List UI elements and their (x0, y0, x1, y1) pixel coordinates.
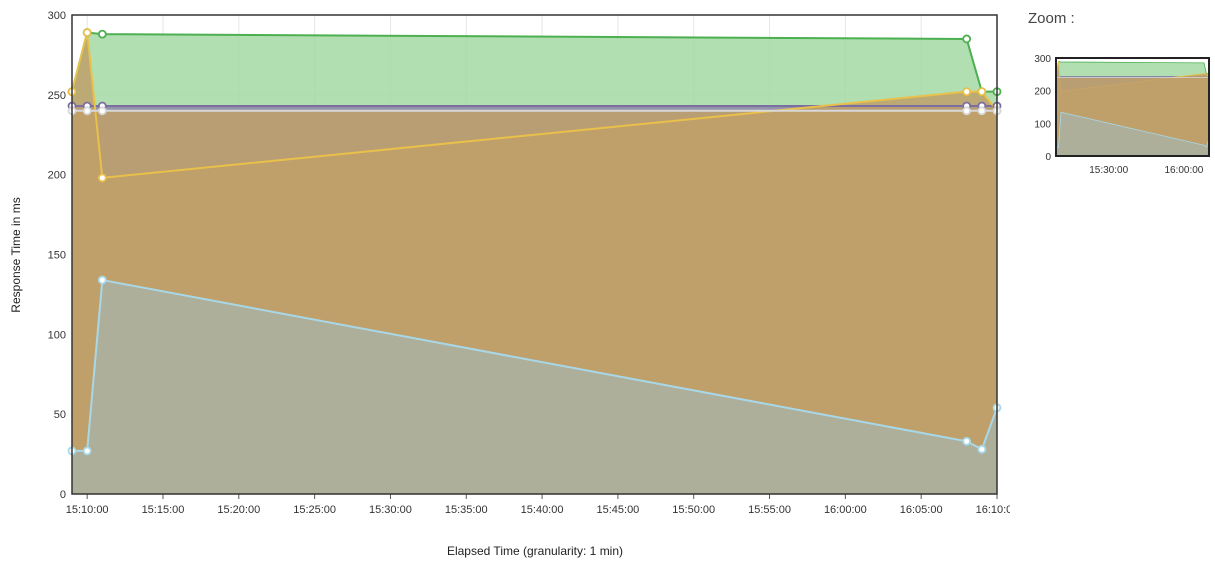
y-axis-title: Response Time in ms (9, 197, 23, 312)
axes: 0 50 100 150 200 250 300 15:10:00 15:15:00 15:20:… (48, 10, 1010, 516)
x-tick-label: 16:10:00 (976, 504, 1010, 516)
data-point[interactable] (962, 106, 972, 116)
x-tick-label: 16:00:00 (824, 504, 867, 516)
y-tick-label: 100 (48, 329, 66, 341)
y-tick-label: 0 (60, 489, 66, 501)
x-tick-label: 15:45:00 (596, 504, 639, 516)
x-tick-label: 15:50:00 (672, 504, 715, 516)
zoom-y-tick-label: 200 (1034, 87, 1051, 98)
y-tick-label: 200 (48, 170, 66, 182)
zoom-y-tick-label: 100 (1034, 119, 1051, 130)
x-tick-label: 15:25:00 (293, 504, 336, 516)
y-tick-label: 300 (48, 10, 66, 22)
data-point[interactable] (962, 436, 972, 446)
zoom-x-tick-label: 15:30:00 (1089, 165, 1128, 176)
response-time-chart: 0 50 100 150 200 250 300 15:10:00 15:15:00 15:20:… (9, 10, 1010, 558)
zoom-y-tick-label: 300 (1034, 54, 1051, 65)
zoom-axes: 0 100 200 300 15:30:00 16:00:00 (1034, 54, 1210, 176)
plot-frame (71, 14, 998, 495)
data-point[interactable] (82, 28, 92, 37)
x-tick-label: 15:55:00 (748, 504, 791, 516)
zoom-series-areas (1055, 58, 1210, 157)
data-point[interactable] (97, 173, 107, 183)
series-area-5 (72, 280, 997, 494)
data-point[interactable] (97, 275, 107, 285)
data-point[interactable] (97, 106, 107, 116)
data-point[interactable] (82, 446, 92, 456)
x-tick-label: 15:15:00 (142, 504, 185, 516)
x-tick-label: 15:35:00 (445, 504, 488, 516)
zoom-x-tick-label: 16:00:00 (1164, 165, 1203, 176)
y-tick-label: 150 (48, 250, 66, 262)
x-axis-title: Elapsed Time (granularity: 1 min) (447, 544, 623, 558)
data-point[interactable] (977, 87, 987, 97)
data-point[interactable] (962, 34, 972, 44)
x-tick-label: 16:05:00 (900, 504, 943, 516)
data-point[interactable] (977, 106, 987, 116)
x-tick-label: 15:20:00 (217, 504, 260, 516)
x-tick-label: 15:40:00 (521, 504, 564, 516)
series-areas (72, 32, 997, 495)
y-tick-label: 250 (48, 90, 66, 102)
zoom-chart[interactable]: 0 100 200 300 15:30:00 16:00:00 (1020, 48, 1215, 188)
data-point[interactable] (962, 87, 972, 97)
x-tick-label: 15:30:00 (369, 504, 412, 516)
x-tick-label: 15:10:00 (66, 504, 109, 516)
data-point[interactable] (82, 106, 92, 116)
y-tick-label: 50 (54, 409, 66, 421)
zoom-title: Zoom : (1028, 10, 1075, 27)
zoom-y-tick-label: 0 (1045, 152, 1051, 163)
data-point[interactable] (97, 29, 107, 39)
zoom-frame (1055, 57, 1210, 157)
data-point[interactable] (977, 444, 987, 454)
